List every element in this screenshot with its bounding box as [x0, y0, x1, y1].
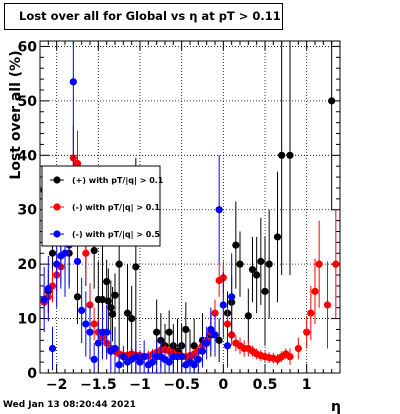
data-point: [265, 260, 273, 268]
data-point: [248, 265, 257, 274]
data-point: [261, 287, 269, 295]
data-point: [207, 325, 215, 334]
data-point: [73, 159, 82, 168]
x-tick-label: −0.5: [163, 377, 200, 393]
data-point: [119, 353, 127, 361]
data-point: [108, 310, 117, 318]
legend-marker: [53, 176, 61, 184]
data-point: [123, 309, 132, 317]
data-point: [136, 358, 144, 366]
data-point: [244, 312, 252, 320]
data-point: [273, 233, 282, 241]
data-point: [78, 306, 86, 315]
data-point: [48, 344, 57, 353]
data-point: [178, 353, 186, 361]
data-point: [228, 293, 236, 301]
data-point: [132, 353, 140, 361]
legend-label: (+) with pT/|q| > 0.1: [72, 176, 164, 185]
data-point: [82, 249, 90, 257]
y-tick-label: 60: [18, 39, 38, 55]
y-tick-label: 10: [18, 312, 38, 328]
data-point: [311, 287, 319, 295]
data-point: [223, 342, 232, 350]
data-point: [103, 277, 111, 286]
data-point: [303, 328, 311, 336]
x-tick-label: 1: [302, 377, 312, 393]
data-point: [111, 291, 119, 299]
data-point: [194, 355, 202, 363]
data-point: [165, 358, 173, 366]
data-point: [69, 78, 77, 86]
data-point: [211, 331, 219, 339]
legend-box: [41, 165, 161, 247]
data-point: [111, 344, 119, 353]
data-point: [132, 263, 140, 271]
y-tick-label: 30: [18, 203, 38, 219]
legend-marker: [53, 203, 61, 211]
data-point: [236, 260, 244, 268]
data-point: [257, 257, 265, 266]
y-tick-label: 20: [18, 257, 38, 273]
legend-marker: [53, 230, 61, 238]
data-point: [53, 260, 61, 268]
data-point: [94, 339, 102, 347]
data-point: [294, 344, 302, 353]
data-point: [104, 297, 112, 305]
y-axis-label: Lost over all (%): [8, 50, 24, 179]
data-point: [253, 271, 261, 279]
data-point: [307, 309, 315, 317]
legend-label: (-) with pT/|q| > 0.1: [72, 203, 160, 212]
data-point: [315, 260, 323, 268]
data-point: [215, 206, 223, 214]
x-tick-label: −1.5: [80, 377, 117, 393]
y-tick-label: 0: [27, 366, 37, 382]
data-point: [86, 328, 94, 336]
data-point: [148, 358, 157, 366]
data-point: [203, 339, 211, 347]
data-point: [165, 328, 173, 336]
data-point: [278, 151, 286, 159]
x-tick-label: 0.5: [253, 377, 278, 393]
data-point: [115, 361, 123, 369]
data-point: [323, 301, 332, 309]
data-point: [115, 260, 123, 268]
timestamp: Wed Jan 13 08:20:44 2021: [3, 400, 136, 410]
data-point: [286, 151, 294, 159]
chart-title: Lost over all for Global vs η at pT > 0.…: [4, 3, 283, 30]
data-point: [232, 241, 240, 249]
data-point: [82, 320, 90, 328]
y-tick-label: 50: [18, 94, 38, 110]
data-point: [190, 361, 198, 369]
data-point: [128, 314, 136, 323]
data-point: [44, 285, 52, 293]
data-point: [153, 328, 161, 336]
y-tick-label: 40: [18, 148, 38, 164]
data-point: [103, 328, 111, 336]
data-point: [215, 336, 223, 344]
x-tick-label: 0: [218, 377, 228, 393]
data-point: [73, 257, 82, 266]
data-point: [328, 97, 336, 105]
x-axis-label: η: [331, 399, 341, 414]
data-point: [219, 301, 227, 309]
x-tick-label: −2: [46, 377, 67, 393]
data-point: [286, 353, 294, 361]
data-point: [40, 295, 48, 304]
data-point: [90, 246, 98, 255]
data-point: [190, 342, 198, 350]
legend-label: (-) with pT/|q| > 0.5: [72, 230, 160, 239]
data-point: [61, 249, 69, 257]
data-point: [90, 355, 98, 363]
data-point: [107, 304, 115, 312]
data-point: [332, 260, 340, 268]
x-tick-label: −1: [129, 377, 150, 393]
data-point: [182, 325, 190, 334]
data-point: [98, 295, 107, 304]
data-point: [90, 320, 98, 328]
data-point: [48, 249, 57, 257]
data-point: [198, 347, 207, 355]
data-point: [140, 353, 148, 361]
